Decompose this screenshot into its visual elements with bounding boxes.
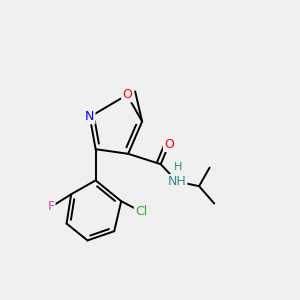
Text: NH: NH — [168, 175, 186, 188]
Text: H: H — [174, 162, 182, 172]
Text: F: F — [47, 200, 55, 213]
Text: O: O — [122, 88, 132, 101]
Text: Cl: Cl — [135, 205, 147, 218]
Text: N: N — [85, 110, 94, 123]
Text: O: O — [164, 138, 174, 151]
